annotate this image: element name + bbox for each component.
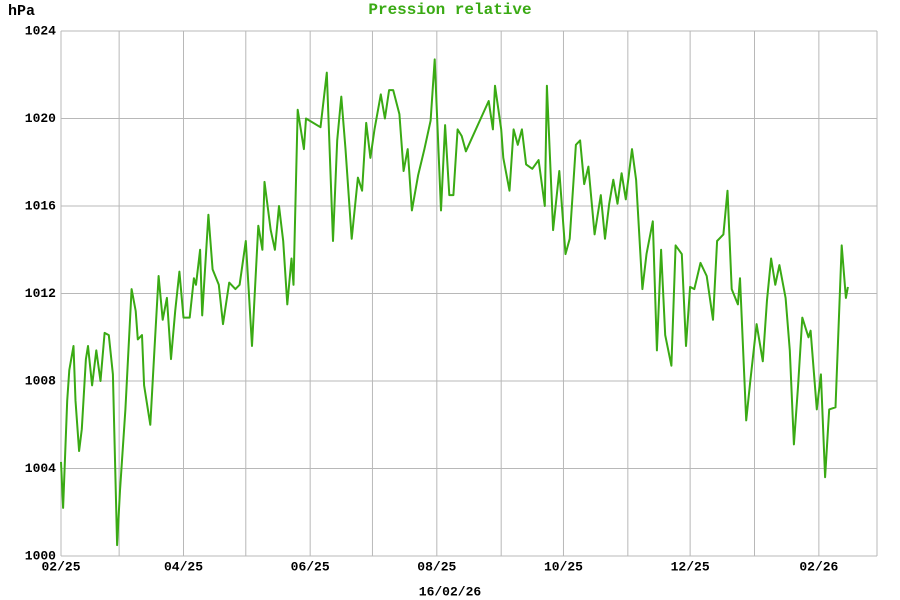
- y-tick-label: 1008: [25, 373, 56, 388]
- x-tick-label: 02/25: [41, 559, 80, 574]
- y-tick-label: 1012: [25, 286, 56, 301]
- y-axis-label: hPa: [8, 3, 35, 20]
- y-tick-label: 1024: [25, 23, 56, 38]
- x-tick-label: 02/26: [799, 559, 838, 574]
- data-line: [60, 58, 849, 547]
- x-tick-label: 08/25: [417, 559, 456, 574]
- x-axis-label: 16/02/26: [419, 584, 482, 599]
- x-tick-label: 12/25: [671, 559, 710, 574]
- chart-title: Pression relative: [368, 1, 531, 19]
- y-tick-label: 1020: [25, 111, 56, 126]
- x-tick-label: 10/25: [544, 559, 583, 574]
- y-tick-label: 1000: [25, 548, 56, 563]
- y-tick-label: 1016: [25, 198, 56, 213]
- x-tick-label: 06/25: [291, 559, 330, 574]
- x-tick-label: 04/25: [164, 559, 203, 574]
- y-tick-label: 1004: [25, 461, 56, 476]
